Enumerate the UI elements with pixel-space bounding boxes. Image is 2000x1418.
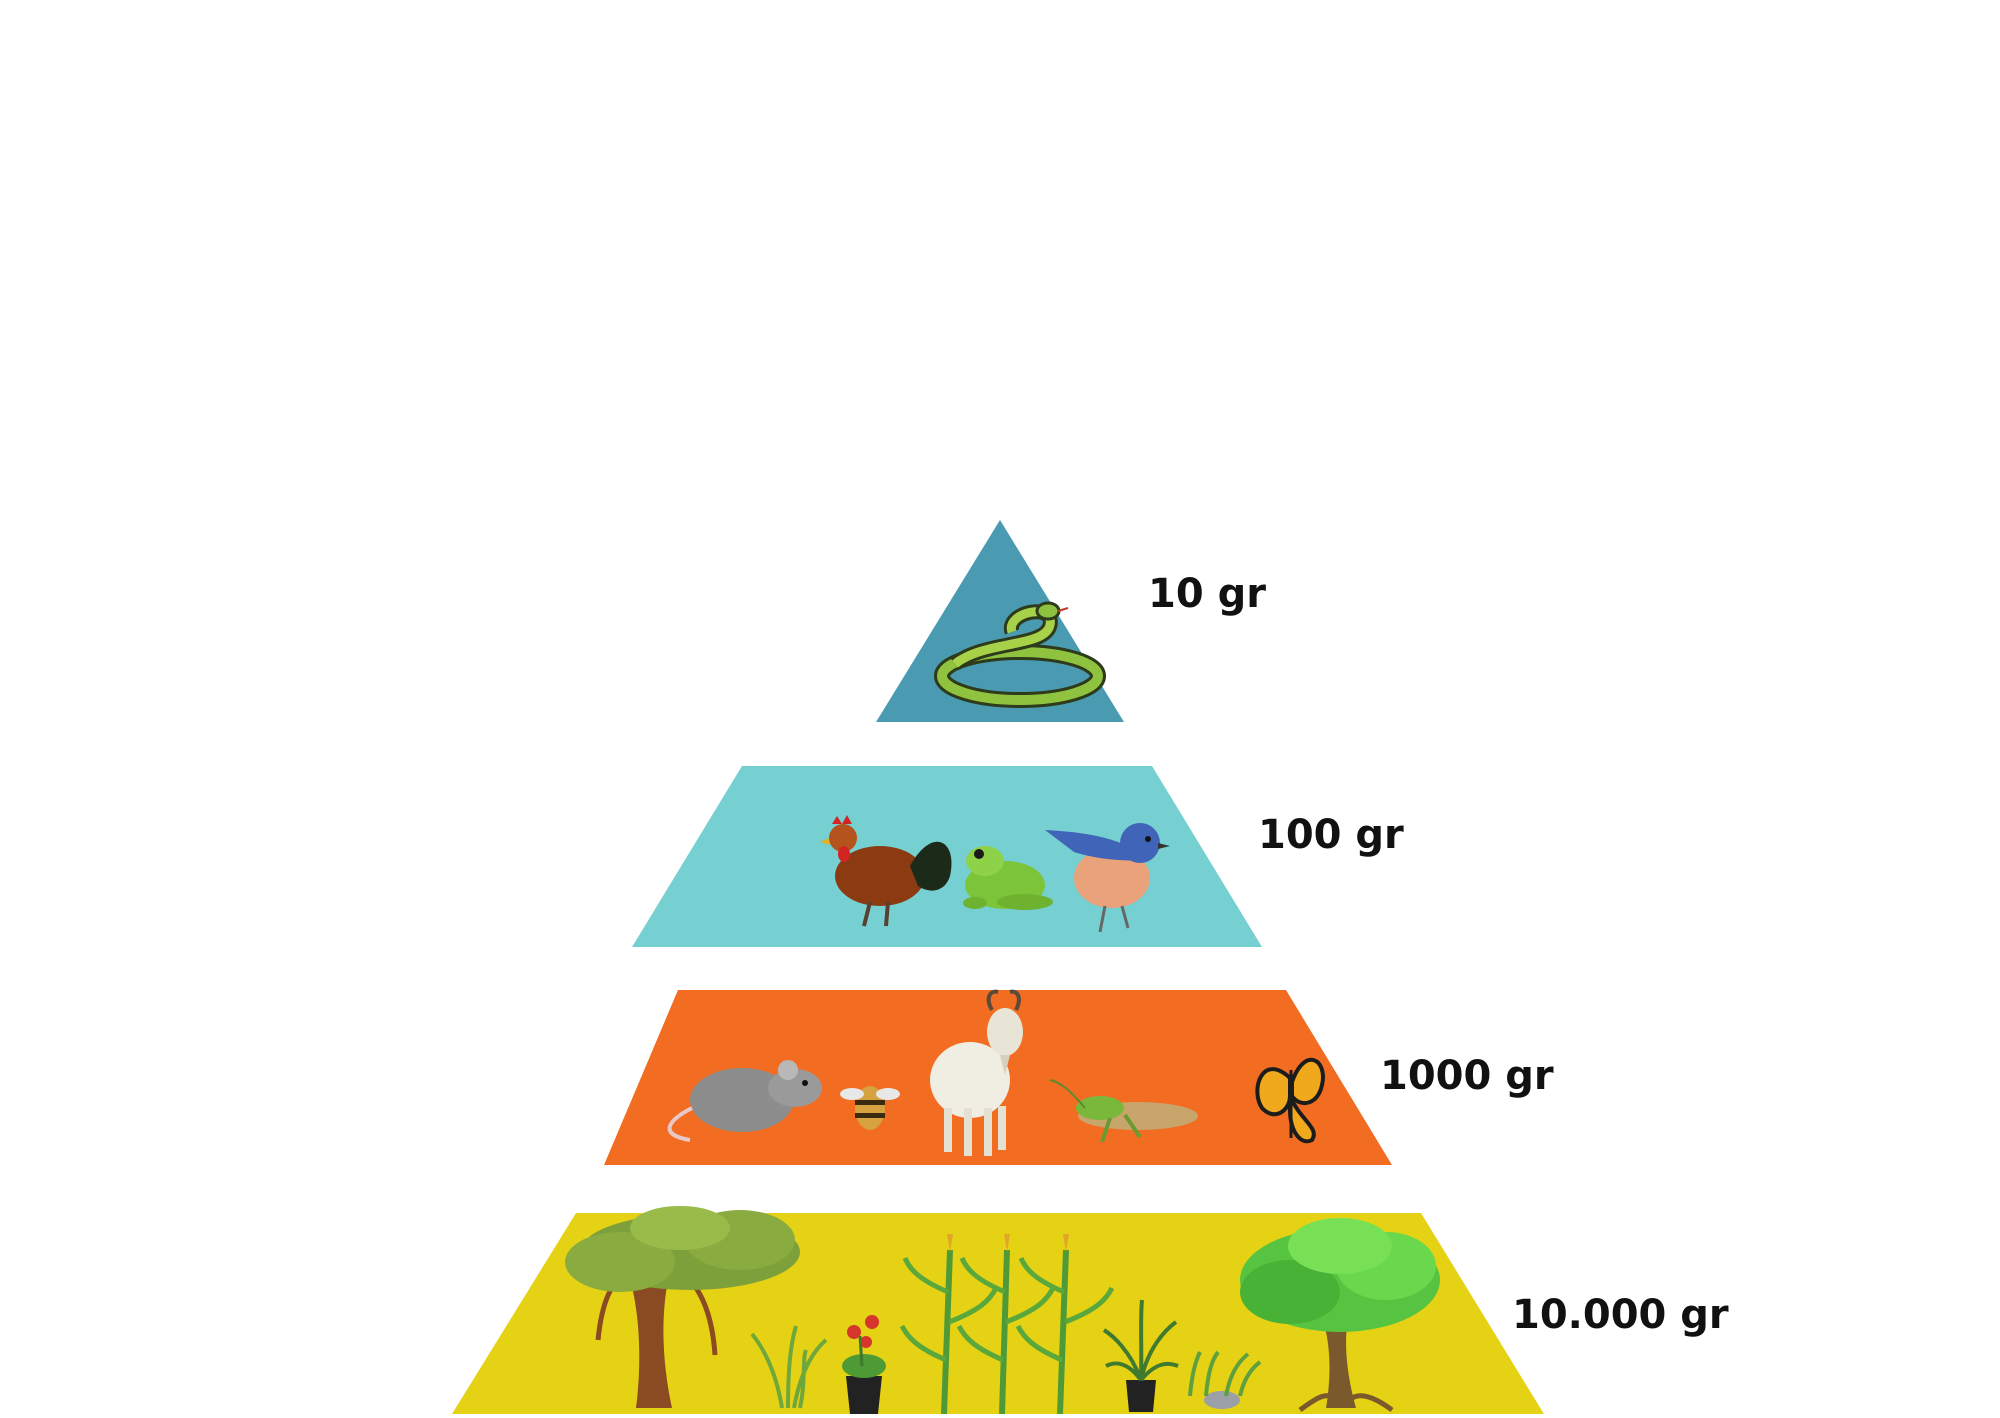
goat-icon	[930, 989, 1023, 1156]
bluebird-icon	[1045, 823, 1170, 933]
frog-icon	[963, 846, 1053, 910]
green-tree-icon	[1240, 1218, 1440, 1413]
potted-flower-icon	[842, 1315, 886, 1414]
snake-icon	[934, 601, 1106, 708]
corn-plant-icon	[899, 1234, 999, 1415]
mass-label-level-4: 10.000 gr	[1512, 1292, 1729, 1338]
banyan-tree-icon	[565, 1206, 800, 1408]
grass-icon	[750, 1325, 828, 1409]
mass-label-level-2: 100 gr	[1258, 812, 1404, 858]
shrub-icon	[1188, 1350, 1262, 1409]
bee-icon	[840, 1086, 900, 1130]
butterfly-icon	[1255, 1057, 1325, 1144]
mass-label-level-1: 10 gr	[1148, 571, 1266, 617]
corn-plant-icon	[1015, 1234, 1115, 1415]
grasshopper-icon	[1049, 1079, 1198, 1143]
rat-icon	[667, 1060, 822, 1142]
rooster-icon	[820, 815, 952, 927]
potted-palm-icon	[1102, 1299, 1179, 1412]
corn-plant-icon	[956, 1234, 1056, 1415]
mass-label-level-3: 1000 gr	[1380, 1053, 1554, 1099]
